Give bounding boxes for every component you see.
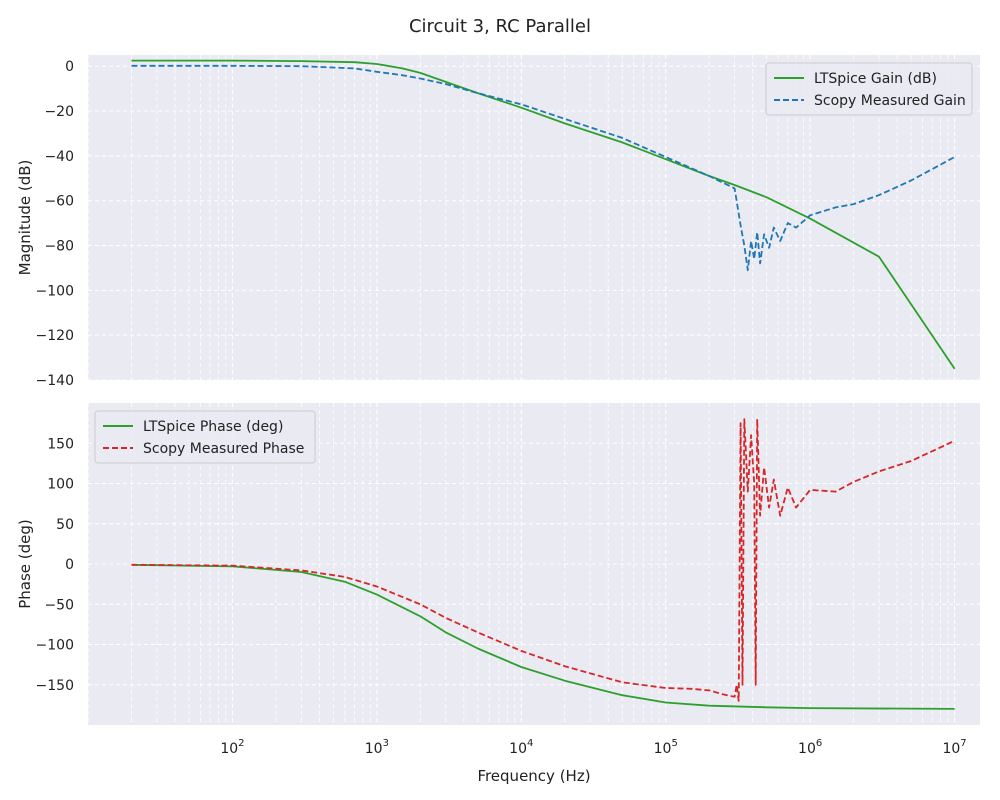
y-tick-label: 0 xyxy=(65,59,74,75)
y-axis-label: Magnitude (dB) xyxy=(16,160,34,276)
y-tick-label: −40 xyxy=(44,149,74,165)
y-tick-label: −120 xyxy=(36,328,74,344)
grid xyxy=(88,55,980,380)
legend-label: Scopy Measured Gain xyxy=(814,93,966,109)
chart-title: Circuit 3, RC Parallel xyxy=(409,16,591,37)
y-tick-label: −140 xyxy=(36,373,74,389)
y-tick-label: 100 xyxy=(47,477,74,493)
x-tick-label: 104 xyxy=(509,738,533,757)
y-axis-label: Phase (deg) xyxy=(16,519,34,609)
panel-1: 150 100 50 0 −50 −100 −150 Phase (deg) 102 103 104… xyxy=(16,403,980,785)
legend-box xyxy=(94,410,316,464)
x-tick-label: 107 xyxy=(942,738,966,757)
series-line-1 xyxy=(131,64,956,272)
y-tick-label: −80 xyxy=(44,239,74,255)
y-tick-label: −50 xyxy=(44,597,74,613)
y-tick-label: 50 xyxy=(56,517,74,533)
legend: LTSpice Gain (dB) Scopy Measured Gain xyxy=(765,62,973,116)
series-group xyxy=(131,418,955,710)
series-group xyxy=(131,59,956,370)
y-tick-label: 150 xyxy=(47,436,74,452)
legend-label: LTSpice Gain (dB) xyxy=(814,71,937,87)
x-tick-label: 102 xyxy=(220,738,244,757)
panel-0: 0 −20 −40 −60 −80 −100 −120 −140 Magnitude (dB) L… xyxy=(16,55,980,389)
y-tick-label: −60 xyxy=(44,194,74,210)
series-line-0 xyxy=(131,563,955,710)
legend-label: LTSpice Phase (deg) xyxy=(143,419,283,435)
y-tick-label: −150 xyxy=(36,678,74,694)
y-tick-label: −20 xyxy=(44,104,74,120)
series-line-0 xyxy=(131,59,956,370)
legend: LTSpice Phase (deg) Scopy Measured Phase xyxy=(94,410,316,464)
series-line-1 xyxy=(131,418,955,702)
legend-label: Scopy Measured Phase xyxy=(143,441,304,457)
x-axis-label: Frequency (Hz) xyxy=(477,767,590,785)
y-tick-label: −100 xyxy=(36,638,74,654)
x-tick-label: 106 xyxy=(798,738,822,757)
y-tick-label: 0 xyxy=(65,557,74,573)
legend-box xyxy=(765,62,973,116)
x-tick-label: 103 xyxy=(365,738,389,757)
x-tick-label: 105 xyxy=(654,738,678,757)
y-tick-label: −100 xyxy=(36,283,74,299)
grid xyxy=(88,403,980,725)
